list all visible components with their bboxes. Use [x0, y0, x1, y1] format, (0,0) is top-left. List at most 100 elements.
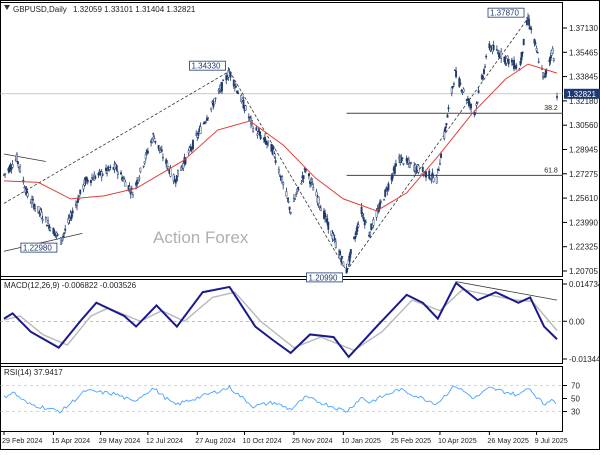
- candle-body: [475, 103, 478, 106]
- x-tick-label: 29 May 2024: [99, 436, 141, 445]
- candle-body: [289, 211, 292, 214]
- candle-body: [385, 187, 388, 190]
- candle-body: [271, 146, 274, 155]
- candle-body: [339, 250, 342, 256]
- candle-body: [197, 132, 200, 136]
- candle-body: [527, 17, 529, 19]
- candle-body: [405, 158, 408, 162]
- candle-body: [167, 166, 170, 170]
- candle-body: [236, 90, 238, 93]
- candle-body: [300, 182, 303, 185]
- candle-body: [346, 268, 349, 270]
- candle-body: [535, 48, 538, 51]
- candle-body: [232, 79, 235, 87]
- candle-body: [286, 197, 289, 199]
- candle-body: [213, 101, 216, 105]
- swing-label-box: [20, 242, 58, 253]
- macd-label: MACD(12,26,9) -0.006822 -0.003526: [4, 281, 137, 290]
- candle-body: [450, 87, 453, 94]
- candle-body: [324, 212, 327, 219]
- candle-body: [431, 172, 434, 176]
- candle-body: [340, 257, 343, 263]
- dropdown-arrow-icon: [4, 5, 10, 10]
- candle-body: [129, 192, 132, 195]
- x-tick-label: 10 Jan 2025: [341, 436, 381, 445]
- macd-signal-line: [3, 288, 558, 352]
- candle-body: [304, 169, 307, 172]
- candle-body: [160, 149, 163, 152]
- candle-body: [267, 140, 270, 143]
- macd-tick-label: 0.00: [569, 317, 585, 326]
- candle-body: [440, 153, 442, 158]
- candle-body: [492, 44, 495, 51]
- candle-body: [384, 189, 387, 197]
- candle-body: [545, 68, 548, 75]
- price-tick-label: 1.25610: [569, 194, 598, 203]
- candle-body: [120, 172, 122, 175]
- candle-body: [226, 78, 229, 80]
- price-tick-label: 1.23990: [569, 218, 598, 227]
- candle-body: [85, 176, 88, 181]
- candle-body: [312, 187, 315, 191]
- candle-body: [252, 128, 255, 132]
- candle-body: [237, 92, 240, 95]
- candle-body: [285, 191, 288, 197]
- candle-body: [182, 162, 185, 169]
- candle-body: [32, 199, 34, 201]
- candle-body: [282, 182, 285, 186]
- candle-body: [319, 207, 322, 212]
- candle-body: [49, 227, 52, 231]
- candle-body: [372, 219, 375, 226]
- price-tick-label: 1.33845: [569, 73, 598, 82]
- candle-body: [361, 213, 364, 216]
- x-tick-label: 29 Feb 2024: [2, 436, 42, 445]
- candle-body: [515, 64, 518, 69]
- price-tick-label: 1.37130: [569, 24, 598, 33]
- trend-line: [229, 70, 347, 272]
- candle-body: [369, 231, 372, 236]
- candle-body: [311, 181, 314, 183]
- candle-body: [483, 69, 485, 74]
- candle-body: [107, 166, 110, 171]
- candle-body: [256, 133, 259, 136]
- candle-body: [485, 55, 488, 58]
- candle-body: [40, 211, 43, 219]
- candle-body: [393, 166, 396, 174]
- candle-body: [115, 165, 118, 171]
- candle-body: [295, 194, 298, 197]
- candle-body: [63, 232, 66, 234]
- candle-body: [86, 179, 89, 183]
- candle-body: [430, 178, 433, 180]
- candle-body: [123, 178, 126, 180]
- x-tick-label: 25 Nov 2024: [292, 436, 333, 445]
- candle-body: [447, 107, 450, 110]
- candle-body: [212, 102, 215, 108]
- candle-body: [207, 117, 209, 119]
- candle-body: [410, 161, 412, 164]
- candle-body: [452, 83, 455, 85]
- candle-body: [90, 179, 92, 184]
- candle-body: [552, 58, 555, 61]
- trend-line: [346, 17, 529, 272]
- swing-label: 1.34330: [191, 62, 220, 71]
- candle-body: [551, 48, 554, 54]
- candle-body: [174, 181, 177, 184]
- candle-body: [23, 186, 26, 189]
- chart-symbol: GBPUSD,Daily: [13, 5, 67, 14]
- candle-body: [348, 253, 351, 262]
- candle-body: [44, 216, 47, 220]
- candle-body: [105, 167, 107, 171]
- candle-body: [97, 172, 100, 176]
- candle-body: [68, 217, 71, 221]
- candle-body: [327, 221, 330, 230]
- candle-body: [187, 150, 190, 154]
- rsi-line: [3, 384, 557, 414]
- candle-body: [510, 59, 513, 63]
- x-tick-label: 27 Aug 2024: [195, 436, 235, 445]
- candle-body: [137, 179, 140, 183]
- candle-body: [138, 176, 141, 180]
- x-tick-label: 15 Apr 2024: [51, 436, 90, 445]
- candle-body: [525, 20, 528, 25]
